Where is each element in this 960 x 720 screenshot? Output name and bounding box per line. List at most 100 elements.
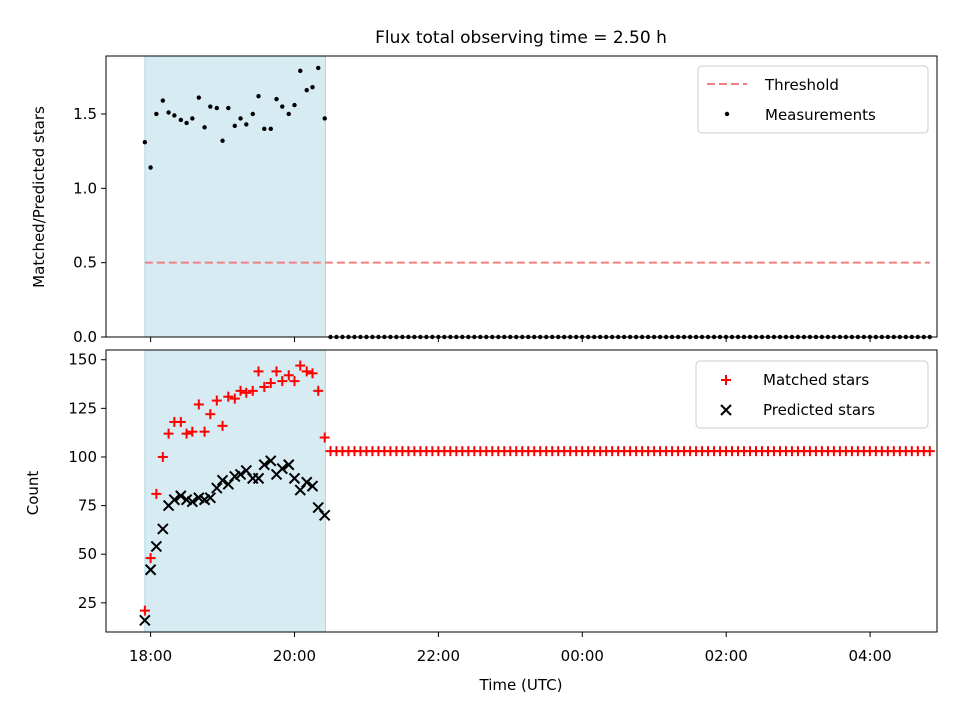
top-panel: 0.0 0.5 1.0 1.5 Matched/Predicted stars Thr… <box>30 55 938 346</box>
bottom-legend-box <box>695 360 929 429</box>
predicted-point <box>144 564 157 576</box>
measurement-point <box>220 138 225 143</box>
top-x-ticks <box>150 337 871 342</box>
legend-predicted-label: Predicted stars <box>763 401 875 419</box>
y-tick-label: 50 <box>78 545 97 563</box>
matched-point <box>289 376 300 387</box>
x-stroke-b <box>168 494 181 506</box>
measurement-point <box>178 117 184 123</box>
legend-matched-label: Matched stars <box>763 371 869 389</box>
x-axis-label: Time (UTC) <box>479 676 563 694</box>
measurement-point <box>184 120 189 126</box>
matched-point <box>265 378 276 389</box>
x-stroke-b <box>319 509 331 522</box>
matched-point <box>229 393 240 404</box>
highlight-rect <box>144 55 326 338</box>
matched-point <box>241 387 252 398</box>
top-legend: Threshold Measurements <box>697 65 929 134</box>
predicted-point <box>276 462 288 475</box>
matched-point <box>247 385 258 396</box>
x-stroke-b <box>234 468 247 481</box>
legend-matched-swatch <box>721 375 731 385</box>
matched-point <box>253 366 264 377</box>
y-tick-label: 25 <box>78 594 97 612</box>
y-tick-label: 1.0 <box>73 179 97 197</box>
predicted-point <box>234 468 247 481</box>
predicted-point <box>211 482 223 494</box>
measurement-point <box>322 116 327 121</box>
matched-point <box>145 553 156 564</box>
x-tick-label: 04:00 <box>848 647 891 665</box>
x-stroke-b <box>186 495 199 508</box>
y-tick-label: 0.5 <box>73 254 97 272</box>
measurement-point <box>202 125 207 130</box>
predicted-point <box>150 540 163 553</box>
x-stroke-b <box>283 459 295 471</box>
matched-point <box>175 416 186 427</box>
bottom-axes-frame <box>105 349 938 633</box>
predicted-point <box>258 459 270 471</box>
measurement-point <box>208 104 213 109</box>
matched-points <box>139 360 935 616</box>
measurement-point <box>304 87 309 93</box>
matched-point <box>319 432 330 443</box>
x-tick-label: 20:00 <box>273 647 316 665</box>
measurement-point <box>250 111 255 117</box>
predicted-point <box>283 459 295 471</box>
matched-point <box>181 428 192 439</box>
measurement-point <box>256 93 261 99</box>
matched-point <box>139 605 150 616</box>
y-tick-label: 1.5 <box>73 105 97 123</box>
measurement-point <box>286 111 291 117</box>
legend-measurements-swatch <box>724 111 730 117</box>
measurement-point <box>214 105 219 111</box>
predicted-points <box>139 455 331 627</box>
bottom-y-axis: 25 50 75 100 125 150 <box>68 351 106 612</box>
bottom-x-axis: 18:00 20:00 22:00 00:00 02:00 04:00 <box>129 632 892 665</box>
measurement-point <box>172 113 177 118</box>
x-tick-label: 18:00 <box>129 647 172 665</box>
matched-point <box>307 368 318 379</box>
measurement-point <box>232 123 237 129</box>
matched-point <box>157 451 168 462</box>
x-stroke-b <box>180 494 193 506</box>
x-stroke-b <box>258 459 270 471</box>
measurement-point <box>280 104 285 109</box>
measurement-point <box>274 96 279 102</box>
predicted-point <box>306 480 319 492</box>
matched-point <box>151 488 162 499</box>
measurement-point <box>142 140 148 145</box>
measurement-point <box>292 102 297 108</box>
predicted-point <box>265 455 277 467</box>
y-tick-label: 100 <box>68 448 97 466</box>
legend-measurements-label: Measurements <box>765 106 876 124</box>
measurement-point <box>196 95 202 100</box>
x-stroke-b <box>252 472 265 485</box>
x-stroke-b <box>312 501 324 514</box>
matched-point <box>277 376 288 387</box>
x-stroke-b <box>175 490 187 502</box>
measurement-point <box>310 85 315 90</box>
matched-point <box>211 395 222 406</box>
x-stroke-b <box>157 523 169 535</box>
bottom-panel: 25 50 75 100 125 150 18:00 20:00 22:00 00:00 02:0… <box>24 349 938 694</box>
matched-point <box>187 426 198 437</box>
x-stroke-b <box>240 464 253 477</box>
predicted-point <box>186 495 199 508</box>
measurement-point <box>262 126 267 132</box>
y-tick-label: 150 <box>68 351 97 369</box>
top-legend-box <box>697 65 929 134</box>
x-stroke-b <box>204 492 217 504</box>
measurement-point <box>238 116 243 121</box>
bottom-legend: Matched stars Predicted stars <box>695 360 929 429</box>
x-stroke-b <box>211 482 223 494</box>
bottom-y-axis-label: Count <box>24 471 42 516</box>
measurement-point <box>190 116 195 121</box>
predicted-point <box>157 523 169 535</box>
measurement-point <box>154 111 159 117</box>
matched-point <box>223 391 234 402</box>
x-tick-label: 22:00 <box>417 647 460 665</box>
x-stroke-b <box>150 540 163 553</box>
measurement-point <box>268 126 273 132</box>
